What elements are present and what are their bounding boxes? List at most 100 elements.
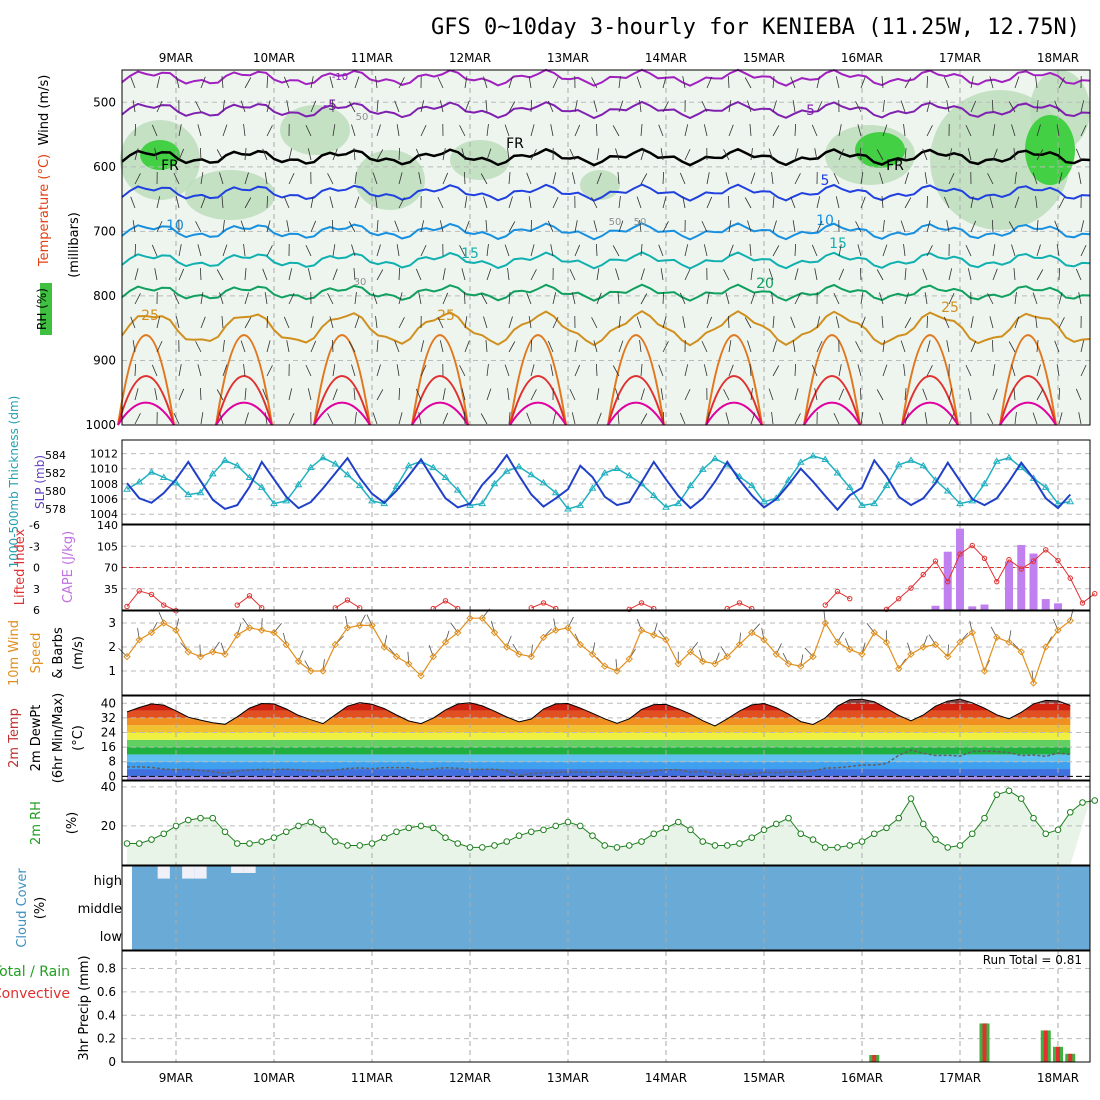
thickness-marker: [613, 464, 621, 471]
wind-barb: [794, 243, 797, 257]
rh-marker: [1017, 795, 1025, 802]
isotherm-label: 15: [829, 236, 847, 252]
wind-barb: [618, 100, 624, 113]
li-marker: [1006, 557, 1012, 563]
wind-barb: [459, 245, 466, 257]
wind-speed-marker: [1029, 679, 1038, 687]
cape-bar: [931, 605, 940, 610]
wind-barb: [595, 123, 598, 137]
y-tick-label: 0.2: [97, 1032, 116, 1046]
wind-barb: [244, 268, 247, 281]
rh-marker: [772, 820, 780, 828]
wind-barb: [640, 364, 643, 377]
li-marker: [969, 542, 975, 549]
wind-barb: [415, 268, 422, 281]
rh-marker: [613, 844, 621, 851]
wind-barb: [792, 220, 796, 233]
thickness-marker: [306, 463, 315, 471]
wind-barb: [134, 148, 139, 161]
rh-legend-swatch: [40, 283, 52, 335]
wind-barb: [596, 148, 600, 161]
wind-barb: [615, 659, 618, 672]
wind-barb: [353, 388, 356, 401]
wind-barb: [1035, 316, 1038, 329]
rh-marker: [368, 840, 376, 847]
wind-barb: [723, 269, 730, 281]
wind-barb: [508, 101, 516, 113]
wind-speed-marker: [160, 619, 168, 627]
wind-speed-marker: [613, 667, 621, 675]
wind-barb: [618, 340, 624, 353]
wind-barb: [682, 316, 686, 329]
wind-barb: [262, 388, 268, 401]
ylabel-speed: Speed: [29, 633, 44, 674]
panel-thickness-slp: 578 580 582 584 1004 1006 1008 1010 1012 1000-500…: [7, 396, 1090, 568]
wind-barb: [591, 317, 598, 329]
isotherm-label: -10: [332, 72, 348, 83]
wind-barb: [725, 292, 730, 305]
wind-barb: [173, 172, 180, 185]
li-tick-label: -6: [29, 519, 40, 532]
wind-barb: [219, 292, 224, 305]
thickness-marker: [747, 481, 756, 489]
wind-barb: [596, 292, 602, 305]
date-labels-top: 9MAR 10MAR 11MAR 12MAR 13MAR 14MAR 15MAR 16MAR 1…: [159, 51, 1079, 65]
wind-barb: [706, 316, 713, 329]
thickness-marker: [1054, 499, 1062, 507]
wind-barb: [838, 244, 842, 257]
rh-marker: [1005, 787, 1013, 795]
wind-speed-marker: [172, 626, 180, 634]
rh-marker: [295, 822, 302, 830]
rh-marker: [809, 836, 817, 843]
wind-barb: [264, 412, 268, 425]
wind-barb: [240, 100, 246, 113]
thickness-marker: [368, 496, 376, 504]
wind-barb: [219, 412, 224, 425]
date-label-top: 14MAR: [645, 51, 687, 65]
li-marker: [124, 603, 130, 610]
isotherm-dome: [803, 334, 861, 426]
wind-barb: [351, 244, 356, 257]
wind-barb: [749, 364, 752, 377]
wind-barb: [838, 268, 845, 281]
thickness-marker: [380, 499, 389, 507]
thickness-marker: [711, 454, 719, 462]
wind-barb: [904, 172, 909, 185]
wind-barb: [552, 76, 559, 89]
wind-barb: [662, 411, 665, 425]
wind-speed-marker: [417, 672, 425, 680]
wind-barb: [750, 148, 753, 161]
wind-barb: [134, 173, 141, 185]
wind-barb: [946, 340, 950, 353]
wind-barb: [744, 317, 752, 329]
isotherm-line: [121, 68, 1091, 87]
wind-barb: [1011, 124, 1016, 137]
wind-barb: [593, 100, 598, 113]
wind-barb: [790, 316, 796, 329]
wind-barb: [353, 268, 356, 281]
thickness-marker: [123, 485, 131, 492]
wind-barb: [772, 316, 775, 329]
rh-marker: [821, 844, 829, 851]
wind-barb: [195, 341, 202, 353]
wind-barb: [288, 172, 295, 185]
rh-marker: [405, 824, 413, 832]
wind-barb: [1036, 389, 1044, 401]
ylabel-units: (°C): [71, 725, 86, 751]
wind-barb: [394, 220, 400, 233]
wind-speed-marker: [882, 638, 891, 646]
wind-barb: [947, 644, 949, 657]
wind-barb: [838, 388, 845, 401]
wind-barb: [662, 341, 669, 353]
wind-barb: [660, 388, 664, 401]
wind-barb: [156, 100, 163, 113]
wind-speed-marker: [576, 640, 584, 649]
wind-barb: [547, 100, 554, 113]
wind-barb: [640, 173, 648, 185]
wind-speed-marker: [258, 626, 266, 634]
li-marker: [442, 598, 449, 604]
isotherm-dome: [117, 334, 175, 426]
wind-barb: [156, 196, 161, 209]
thickness-marker: [515, 462, 523, 470]
rh-marker: [699, 838, 707, 845]
